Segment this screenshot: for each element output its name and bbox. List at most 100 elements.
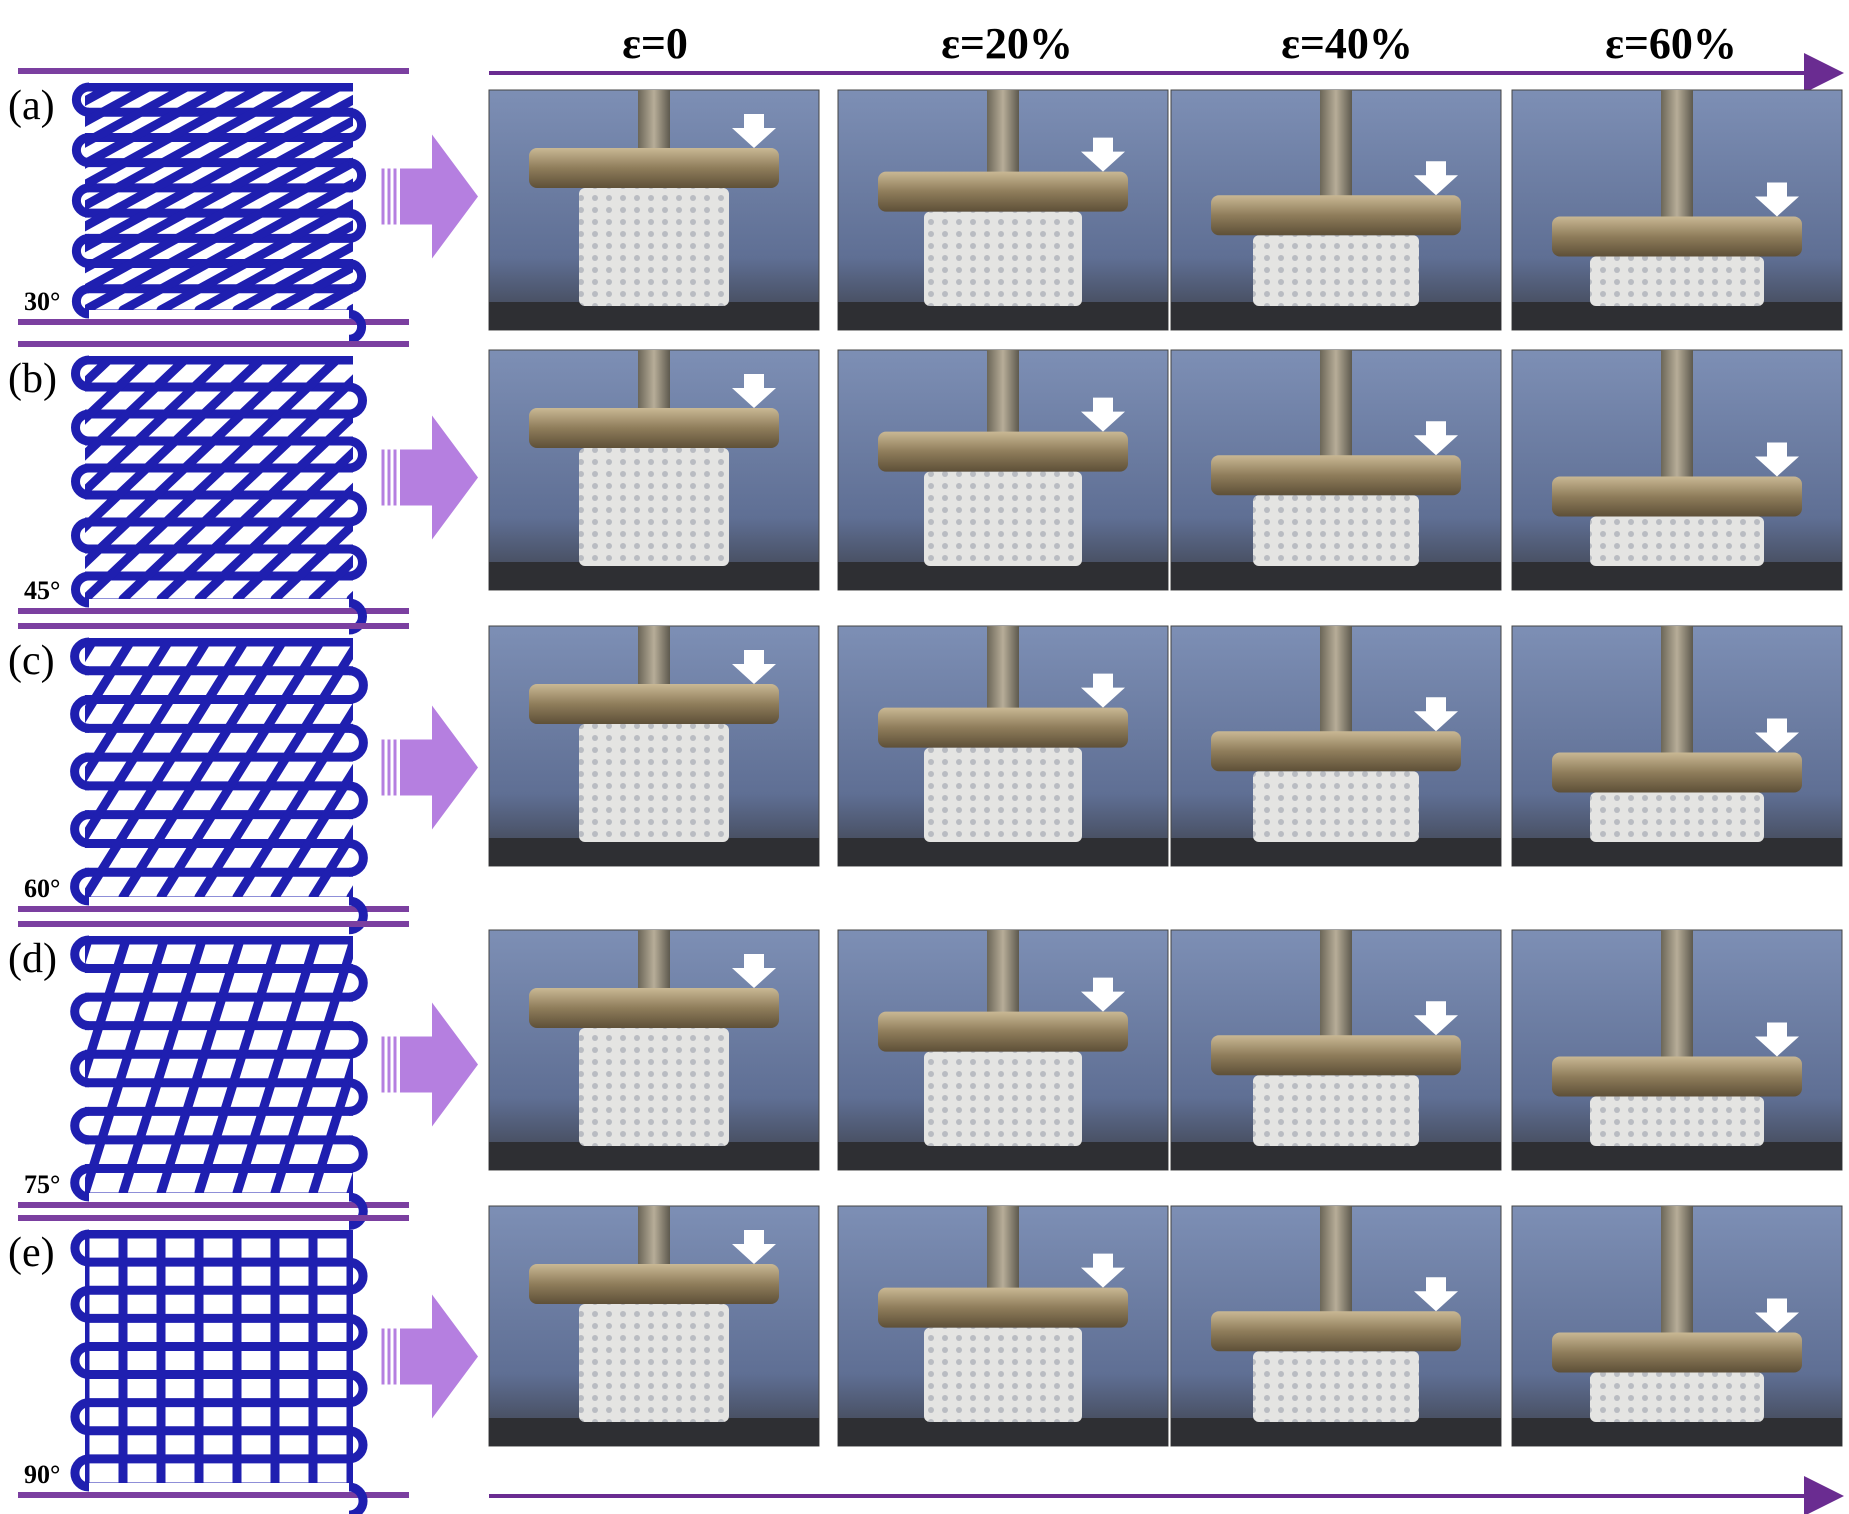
- loop: [71, 571, 90, 608]
- strut: [85, 83, 199, 148]
- loop: [70, 867, 90, 906]
- strut: [232, 702, 353, 897]
- strut: [85, 83, 237, 169]
- strut: [156, 410, 353, 599]
- strut: [232, 482, 353, 599]
- specimen: [579, 1028, 729, 1146]
- photo: [1170, 929, 1502, 1171]
- row-label: (a): [8, 83, 55, 129]
- rod: [1320, 350, 1352, 460]
- loop: [70, 695, 90, 733]
- specimen: [1590, 256, 1764, 306]
- strut: [85, 83, 351, 232]
- lattice-lines: [85, 638, 353, 897]
- floor: [1171, 1142, 1501, 1170]
- strut: [156, 936, 246, 1193]
- loop: [71, 82, 90, 117]
- strut: [85, 83, 275, 190]
- specimen: [924, 1051, 1082, 1146]
- process-arrow: [400, 1294, 478, 1419]
- strut: [85, 94, 353, 253]
- loop: [71, 409, 90, 446]
- floor: [1512, 562, 1842, 590]
- photo: [837, 929, 1169, 1171]
- strut: [85, 356, 232, 497]
- platen: [1211, 731, 1461, 772]
- loop: [70, 1341, 90, 1380]
- platen: [529, 988, 779, 1028]
- platen: [878, 1011, 1128, 1052]
- strut: [156, 638, 328, 897]
- platen: [529, 684, 779, 724]
- loop: [348, 1257, 368, 1295]
- strut: [194, 936, 284, 1193]
- angle-label: 45°: [24, 576, 60, 605]
- floor: [838, 1418, 1168, 1446]
- load-arrow: [1081, 673, 1125, 708]
- platen: [1211, 1311, 1461, 1352]
- load-arrow: [1081, 1253, 1125, 1288]
- photo: [488, 1205, 820, 1447]
- floor: [1171, 838, 1501, 866]
- lattice-lines: [85, 83, 353, 310]
- loop: [70, 1106, 90, 1145]
- load-arrow: [1755, 442, 1799, 477]
- loop: [71, 517, 90, 554]
- row-label: (d): [8, 936, 57, 982]
- specimen: [1590, 792, 1764, 842]
- process-arrow: [400, 134, 478, 259]
- loop: [348, 1370, 368, 1408]
- loop: [71, 284, 90, 319]
- loop: [70, 1454, 90, 1492]
- load-arrow: [732, 954, 776, 988]
- strut: [85, 638, 138, 724]
- photo: [1511, 349, 1843, 591]
- specimen: [579, 188, 729, 306]
- strut: [85, 638, 252, 897]
- strut: [194, 220, 353, 310]
- strut: [85, 936, 132, 1087]
- floor: [838, 562, 1168, 590]
- rod: [1661, 626, 1693, 757]
- platen: [1552, 476, 1802, 517]
- load-arrow: [732, 114, 776, 148]
- photo: [1511, 1205, 1843, 1447]
- strut: [156, 199, 353, 310]
- photo: [1170, 1205, 1502, 1447]
- strut: [85, 136, 353, 295]
- specimen: [924, 1327, 1082, 1422]
- specimen: [579, 448, 729, 566]
- specimen: [1590, 1096, 1764, 1146]
- floor: [1171, 562, 1501, 590]
- loop: [70, 637, 90, 676]
- load-arrow: [732, 650, 776, 684]
- rod: [987, 930, 1019, 1016]
- strut: [85, 83, 313, 211]
- loop: [71, 355, 90, 392]
- strut: [85, 356, 194, 461]
- angle-label: 90°: [24, 1460, 60, 1489]
- loop: [348, 838, 368, 877]
- strain-header: ε=40%: [1281, 19, 1413, 68]
- rod: [1661, 90, 1693, 221]
- loop: [348, 490, 367, 527]
- load-arrow: [1081, 977, 1125, 1012]
- photo: [488, 89, 820, 331]
- floor: [489, 1142, 819, 1170]
- lattice-lines: [85, 356, 353, 599]
- loop: [71, 132, 90, 168]
- strut: [232, 936, 322, 1193]
- rod: [987, 90, 1019, 176]
- rod: [987, 626, 1019, 712]
- load-arrow: [1081, 397, 1125, 432]
- photo: [1170, 89, 1502, 331]
- specimen: [579, 724, 729, 842]
- photo: [488, 929, 820, 1171]
- loop: [348, 1426, 368, 1464]
- load-arrow: [732, 374, 776, 408]
- row-label: (c): [8, 638, 55, 684]
- rod: [1661, 930, 1693, 1061]
- floor: [489, 1418, 819, 1446]
- platen: [529, 1264, 779, 1304]
- strut: [85, 356, 156, 425]
